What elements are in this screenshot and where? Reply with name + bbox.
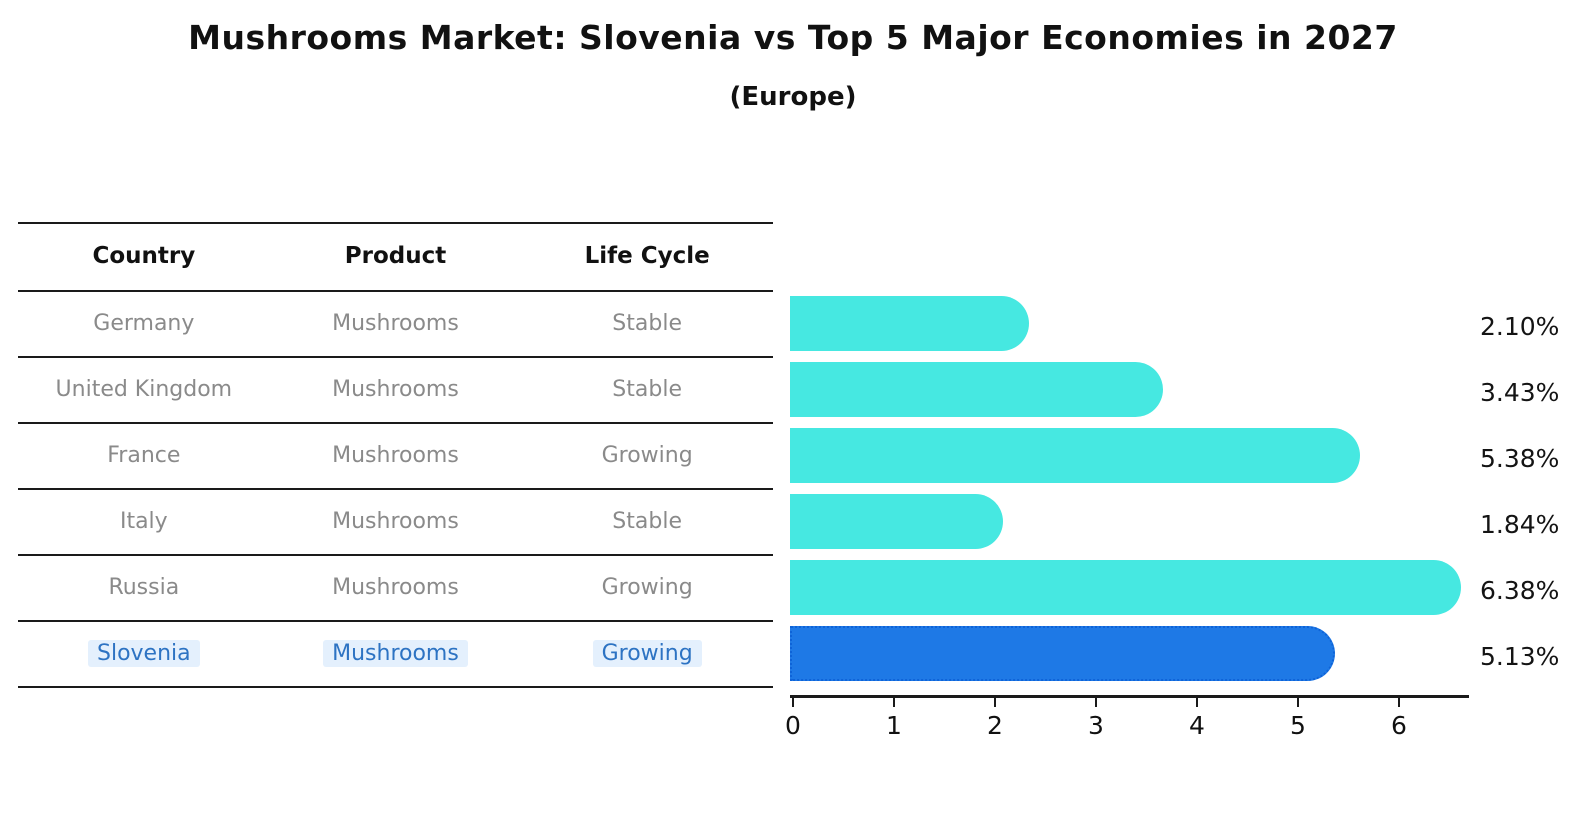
column-header-life-cycle: Life Cycle: [584, 243, 710, 269]
table-row-divider: [18, 488, 773, 490]
bar-value-label: 1.84%: [1480, 510, 1560, 539]
table-row: Russia Mushrooms Growing: [18, 554, 773, 620]
bar: [790, 427, 1360, 483]
x-axis-tick: [1095, 697, 1097, 707]
bar-value-label: 2.10%: [1480, 312, 1560, 341]
table-row-divider: [18, 554, 773, 556]
x-axis-line: [790, 695, 1469, 698]
country-cell: France: [107, 442, 181, 468]
product-cell: Mushrooms: [332, 574, 459, 600]
x-axis-tick-label: 4: [1189, 711, 1205, 740]
x-axis-tick: [893, 697, 895, 707]
table-border-top: [18, 222, 773, 224]
country-cell: Russia: [108, 574, 180, 600]
x-axis-tick: [1297, 697, 1299, 707]
bar-value-label: 5.13%: [1480, 642, 1560, 671]
table-row: Germany Mushrooms Stable: [18, 290, 773, 356]
bar: [790, 295, 1029, 351]
country-cell: Italy: [119, 508, 168, 534]
country-cell: United Kingdom: [55, 376, 233, 402]
product-cell: Mushrooms: [332, 376, 459, 402]
bar-value-label: 6.38%: [1480, 576, 1560, 605]
table-border-header: [18, 290, 773, 292]
chart-title: Mushrooms Market: Slovenia vs Top 5 Majo…: [188, 18, 1398, 57]
table-row: France Mushrooms Growing: [18, 422, 773, 488]
table-row-highlighted: Slovenia Mushrooms Growing: [18, 620, 773, 686]
table-row-divider: [18, 620, 773, 622]
life-cycle-cell: Growing: [601, 442, 693, 468]
chart-subtitle: (Europe): [729, 82, 857, 112]
life-cycle-cell: Stable: [612, 310, 682, 336]
product-cell: Mushrooms: [332, 508, 459, 534]
life-cycle-cell: Growing: [521, 639, 773, 667]
bar: [790, 559, 1461, 615]
bar-value-label: 5.38%: [1480, 444, 1560, 473]
product-cell: Mushrooms: [332, 310, 459, 336]
country-cell: Germany: [93, 310, 195, 336]
country-cell: Slovenia: [18, 639, 270, 667]
x-axis-tick: [1398, 697, 1400, 707]
bar-value-label: 3.43%: [1480, 378, 1560, 407]
column-header-product: Product: [344, 243, 447, 269]
column-header-country: Country: [92, 243, 196, 269]
table-row: United Kingdom Mushrooms Stable: [18, 356, 773, 422]
x-axis-tick: [1196, 697, 1198, 707]
bar: [790, 361, 1163, 417]
table-row: Italy Mushrooms Stable: [18, 488, 773, 554]
table-header-row: Country Product Life Cycle: [18, 222, 773, 290]
x-axis-tick-label: 2: [987, 711, 1003, 740]
life-cycle-cell: Stable: [612, 508, 682, 534]
table-row-divider: [18, 356, 773, 358]
x-axis-tick-label: 6: [1391, 711, 1407, 740]
x-axis-tick: [792, 697, 794, 707]
x-axis-tick-label: 5: [1290, 711, 1306, 740]
life-cycle-cell: Stable: [612, 376, 682, 402]
x-axis-tick: [994, 697, 996, 707]
bar-highlighted: [790, 625, 1335, 681]
life-cycle-cell: Growing: [601, 574, 693, 600]
table-border-bottom: [18, 686, 773, 688]
bar: [790, 493, 1003, 549]
table-row-divider: [18, 422, 773, 424]
product-cell: Mushrooms: [270, 639, 522, 667]
product-cell: Mushrooms: [332, 442, 459, 468]
x-axis-tick-label: 3: [1088, 711, 1104, 740]
x-axis-tick-label: 1: [886, 711, 902, 740]
x-axis-tick-label: 0: [785, 711, 801, 740]
